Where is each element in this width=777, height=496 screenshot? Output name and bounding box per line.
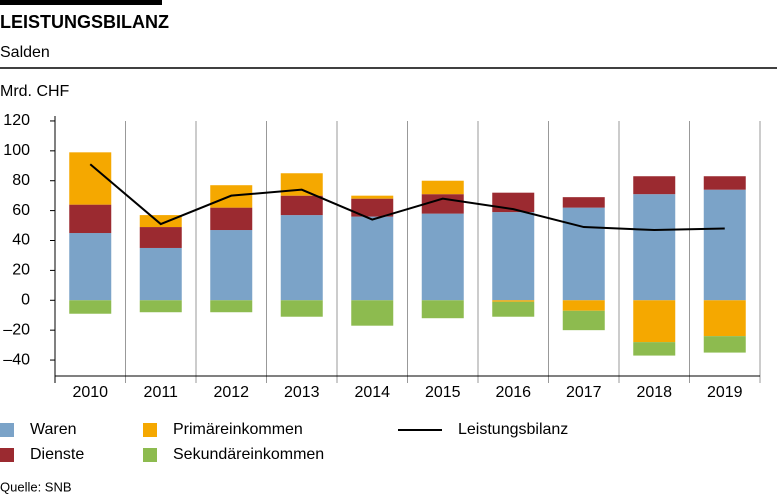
bar-segment [562, 310, 605, 331]
x-tick-label: 2019 [707, 384, 743, 401]
y-tick-label: 20 [12, 262, 30, 279]
legend-label: Waren [30, 421, 77, 438]
legend-label: Leistungsbilanz [458, 421, 568, 438]
bar-segment [69, 204, 112, 234]
bar-segment [139, 227, 182, 248]
legend-label: Sekundäreinkommen [173, 446, 324, 463]
x-tick-label: 2018 [636, 384, 672, 401]
bar-segment [421, 300, 464, 319]
bar-segment [633, 300, 676, 343]
x-tick-label: 2013 [284, 384, 320, 401]
bar-segment [351, 195, 394, 199]
y-tick-label: 40 [12, 232, 30, 249]
bar-segment [492, 300, 535, 302]
legend-swatch [143, 448, 157, 462]
bar-segment [210, 207, 253, 231]
bar-segment [633, 176, 676, 195]
bar-segment [703, 300, 746, 337]
bar-segment [69, 300, 112, 314]
bar-segment [562, 197, 605, 208]
legend-swatch [0, 448, 14, 462]
bar-segment [562, 300, 605, 311]
bar-segment [421, 180, 464, 195]
bar-segment [492, 212, 535, 301]
bar-segment [280, 173, 323, 196]
y-tick-label: 0 [21, 291, 30, 308]
x-tick-label: 2010 [72, 384, 108, 401]
bar-segment [210, 230, 253, 301]
chart-title: LEISTUNGSBILANZ [0, 12, 169, 32]
bar-segment [139, 300, 182, 313]
y-tick-label: –40 [3, 351, 30, 368]
bar-segment [280, 195, 323, 216]
bar-segment [351, 300, 394, 326]
legend-label: Dienste [30, 446, 84, 463]
bar-segment [69, 233, 112, 301]
bar-segment [139, 215, 182, 228]
x-tick-label: 2012 [213, 384, 249, 401]
x-tick-label: 2015 [425, 384, 461, 401]
bar-segment [703, 189, 746, 301]
x-tick-label: 2011 [144, 384, 179, 401]
legend-swatch [0, 423, 14, 437]
x-tick-label: 2016 [495, 384, 531, 401]
y-axis-label: Mrd. CHF [0, 83, 70, 100]
bar-segment [633, 342, 676, 356]
line-series [89, 163, 725, 232]
bar-segment [280, 300, 323, 317]
bar-segment [421, 194, 464, 214]
y-tick-label: 80 [12, 172, 30, 189]
chart-subtitle: Salden [0, 44, 50, 61]
bar-segment [210, 300, 253, 313]
header-bar [0, 0, 162, 5]
bar-segment [633, 194, 676, 301]
y-tick-label: 120 [3, 112, 30, 129]
bar-segment [562, 207, 605, 301]
source: Quelle: SNB [0, 479, 72, 494]
y-tick-label: –20 [3, 321, 30, 338]
legend-swatch [143, 423, 157, 437]
bar-segment [69, 152, 112, 205]
x-tick-label: 2017 [566, 384, 602, 401]
bar-segment [492, 301, 535, 317]
bar-segment [703, 336, 746, 353]
bar-segment [280, 215, 323, 301]
x-tick-label: 2014 [354, 384, 390, 401]
bar-segment [351, 198, 394, 217]
y-tick-label: 100 [3, 142, 30, 159]
bar-segment [139, 247, 182, 301]
legend-label: Primäreinkommen [173, 421, 303, 438]
y-tick-label: 60 [12, 202, 30, 219]
bar-segment [421, 213, 464, 301]
bar-segment [351, 216, 394, 301]
bar-segment [703, 176, 746, 190]
